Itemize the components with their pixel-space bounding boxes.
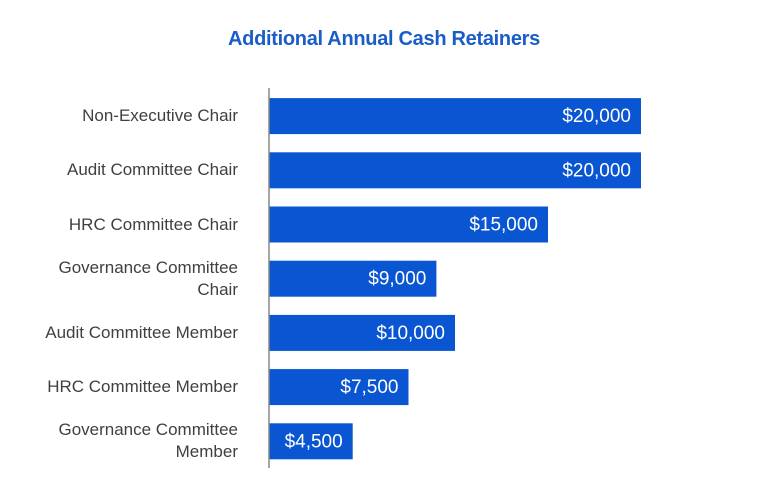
value-label: $7,500 (340, 377, 398, 398)
category-label: Governance Committee Chair (58, 257, 238, 299)
value-label: $4,500 (285, 431, 343, 452)
bar (269, 152, 641, 189)
category-label: Non-Executive Chair (82, 106, 238, 126)
category-label: Governance Committee Member (58, 420, 238, 462)
bar (269, 206, 548, 243)
bar (269, 423, 353, 460)
category-label: Audit Committee Chair (66, 160, 238, 180)
value-label: $20,000 (562, 160, 631, 181)
bar (269, 369, 409, 406)
category-label: Audit Committee Member (45, 322, 238, 342)
chart-title: Additional Annual Cash Retainers (228, 28, 540, 50)
value-label: $20,000 (562, 106, 631, 127)
category-label: HRC Committee Chair (68, 214, 238, 234)
category-label: HRC Committee Member (47, 377, 238, 397)
bar (269, 260, 437, 297)
bar (269, 98, 641, 135)
value-label: $9,000 (368, 269, 426, 290)
value-label: $10,000 (376, 323, 445, 344)
value-label: $15,000 (469, 215, 538, 236)
bar (269, 314, 455, 351)
